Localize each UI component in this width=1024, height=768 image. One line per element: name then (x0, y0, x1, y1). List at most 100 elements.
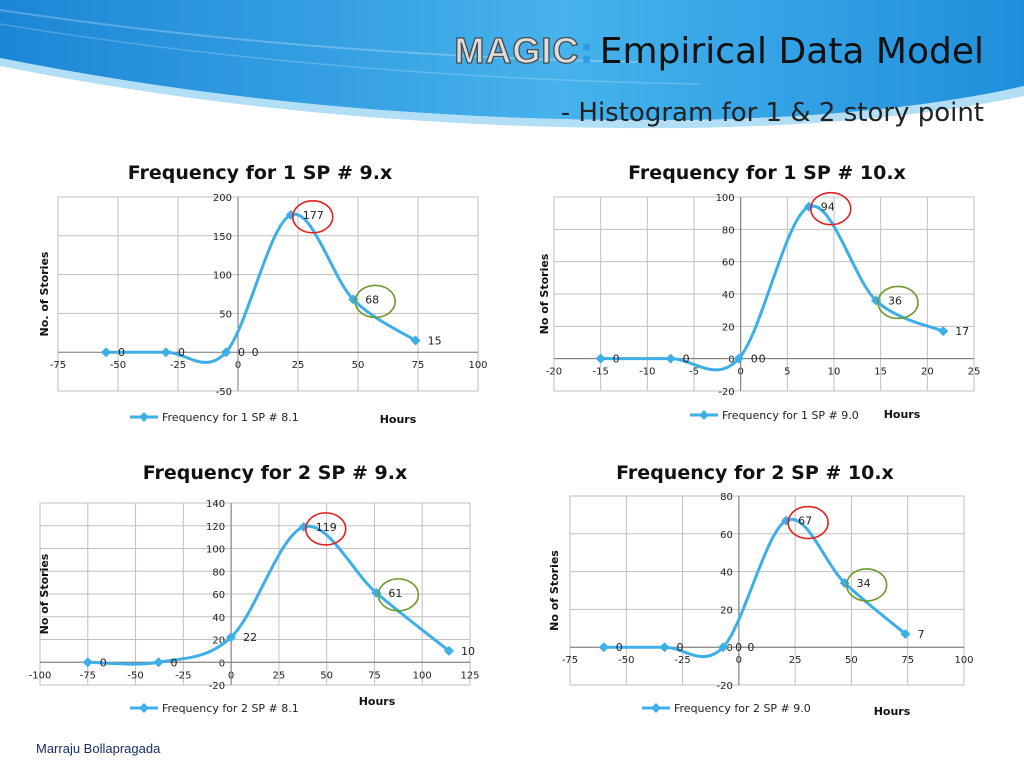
x-tick-label: 100 (413, 670, 432, 681)
x-tick-label: -25 (175, 670, 191, 681)
data-label: 36 (888, 294, 902, 307)
data-point (101, 347, 111, 358)
highlight-circle (787, 505, 829, 540)
x-tick-label: -75 (50, 360, 66, 371)
x-tick-label: 100 (954, 655, 973, 666)
data-point (443, 645, 454, 656)
x-tick-label: 25 (273, 670, 286, 681)
x-axis-label: Hours (359, 695, 396, 708)
data-point (82, 657, 93, 668)
data-label: 68 (365, 293, 379, 306)
chart-title: Frequency for 1 SP # 10.x (628, 162, 906, 184)
data-label: 7 (917, 628, 924, 641)
data-label: 15 (428, 335, 442, 348)
chart-1sp-9x: Frequency for 1 SP # 9.x-75-50-250255075… (38, 162, 488, 426)
data-label: 177 (303, 209, 324, 222)
brand-logo-text: MAGIC (454, 29, 580, 71)
data-label: 0 (735, 641, 742, 654)
y-tick-label: 40 (722, 290, 735, 301)
x-tick-label: -25 (170, 360, 186, 371)
y-tick-label: 20 (722, 322, 735, 333)
title-colon: : (579, 31, 594, 72)
x-axis-label: Hours (380, 413, 417, 426)
legend-label: Frequency for 1 SP # 9.0 (722, 409, 859, 422)
highlight-circle (877, 285, 919, 320)
x-tick-label: -25 (674, 655, 690, 666)
y-tick-label: 0 (726, 643, 732, 654)
data-label: 0 (238, 346, 245, 359)
y-tick-label: 60 (722, 258, 735, 269)
x-tick-label: -5 (689, 367, 699, 378)
data-label: 119 (316, 521, 337, 534)
y-tick-label: 60 (212, 590, 225, 601)
header-background (0, 0, 1024, 129)
data-label: 34 (857, 577, 871, 590)
author-credit: Marraju Bollapragada (36, 741, 161, 756)
y-tick-label: 150 (213, 232, 232, 243)
x-tick-label: -50 (618, 655, 634, 666)
data-point (733, 353, 744, 364)
data-label: 0 (683, 353, 690, 366)
data-point (595, 353, 606, 364)
x-tick-label: 75 (368, 670, 381, 681)
y-tick-label: 100 (213, 271, 232, 282)
data-point (410, 335, 421, 346)
y-tick-label: -20 (209, 681, 225, 692)
highlight-circle (377, 578, 420, 612)
y-axis-label: No. of Stories (38, 251, 51, 336)
x-tick-label: -50 (110, 360, 126, 371)
x-tick-label: 10 (828, 367, 841, 378)
x-tick-label: 100 (468, 360, 487, 371)
legend-marker (699, 410, 709, 420)
highlight-circle (304, 512, 347, 546)
x-tick-label: 50 (352, 360, 365, 371)
chart-title: Frequency for 2 SP # 10.x (616, 462, 894, 484)
data-label: 0 (170, 656, 177, 669)
data-label: 0 (747, 641, 754, 654)
data-label: 94 (821, 201, 835, 214)
x-tick-label: -10 (639, 367, 655, 378)
x-tick-label: -20 (546, 367, 562, 378)
slide-title: MAGIC: Empirical Data Model (454, 29, 984, 72)
data-label: 0 (118, 346, 125, 359)
legend-marker (139, 412, 149, 422)
highlight-circle (809, 191, 852, 226)
data-point (221, 347, 231, 358)
legend-label: Frequency for 1 SP # 8.1 (162, 411, 299, 424)
data-label: 61 (388, 587, 402, 600)
y-tick-label: 120 (206, 522, 225, 533)
data-point (161, 347, 171, 358)
y-tick-label: 80 (720, 492, 733, 503)
y-tick-label: 0 (219, 658, 225, 669)
x-tick-label: -75 (562, 655, 578, 666)
data-label: 67 (798, 515, 812, 528)
y-tick-label: -20 (717, 681, 733, 692)
data-label: 10 (461, 645, 475, 658)
y-tick-label: 20 (212, 636, 225, 647)
chart-title: Frequency for 1 SP # 9.x (128, 162, 392, 184)
data-point (900, 628, 911, 639)
data-point (938, 326, 949, 337)
data-label: 0 (616, 641, 623, 654)
y-tick-label: 100 (206, 545, 225, 556)
highlight-circle (845, 568, 888, 602)
highlight-circle (354, 284, 397, 319)
y-tick-label: 80 (722, 225, 735, 236)
series-line (106, 212, 417, 364)
data-label: 0 (613, 353, 620, 366)
data-label: 0 (100, 656, 107, 669)
x-tick-label: 25 (789, 655, 802, 666)
y-tick-label: 140 (206, 499, 225, 510)
y-tick-label: 20 (720, 605, 733, 616)
y-tick-label: 100 (716, 193, 735, 204)
title-text: Empirical Data Model (599, 31, 984, 72)
x-axis-label: Hours (884, 408, 921, 421)
x-tick-label: 50 (320, 670, 333, 681)
y-tick-label: -50 (216, 387, 232, 398)
data-point (839, 577, 850, 588)
data-point (659, 642, 670, 653)
legend-marker (139, 703, 149, 713)
y-tick-label: 200 (213, 193, 232, 204)
slide-subtitle: - Histogram for 1 & 2 story point (560, 98, 984, 128)
data-point (598, 642, 609, 653)
